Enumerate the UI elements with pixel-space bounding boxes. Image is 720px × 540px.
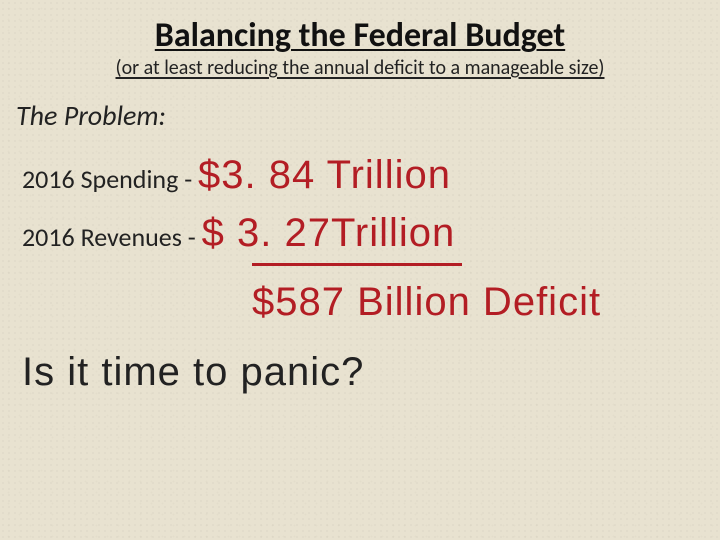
slide-subtitle: (or at least reducing the annual deficit… xyxy=(22,56,698,80)
spending-line: 2016 Spending - $3. 84 Trillion xyxy=(22,155,698,195)
spending-value: $3. 84 Trillion xyxy=(198,155,451,195)
spending-label: 2016 Spending - xyxy=(22,163,198,195)
revenues-value: $ 3. 27Trillion xyxy=(202,213,456,253)
problem-heading: The Problem: xyxy=(16,98,698,133)
panic-question: Is it time to panic? xyxy=(22,352,698,392)
deficit-value: $587 Billion Deficit xyxy=(252,282,698,322)
slide-background xyxy=(0,0,720,540)
revenues-line: 2016 Revenues - $ 3. 27Trillion xyxy=(22,213,698,253)
revenues-label: 2016 Revenues - xyxy=(22,221,202,253)
subtraction-rule xyxy=(252,263,462,266)
slide-title: Balancing the Federal Budget xyxy=(22,18,698,54)
